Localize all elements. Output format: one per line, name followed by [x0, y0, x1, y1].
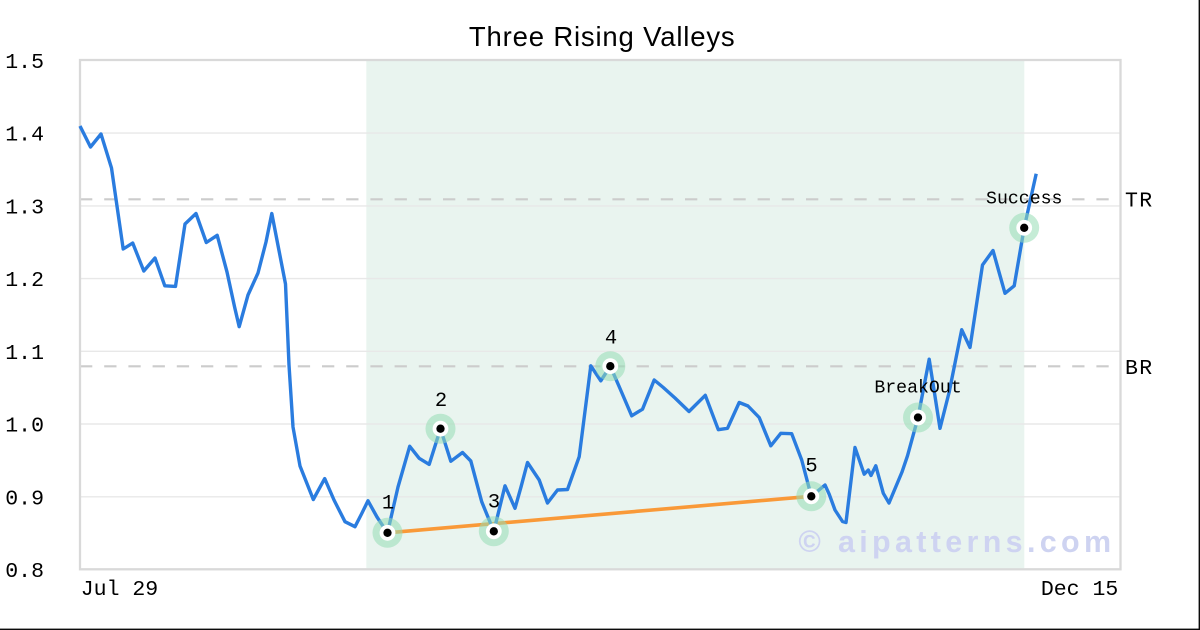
svg-text:BR: BR	[1125, 357, 1154, 381]
svg-text:3: 3	[488, 492, 500, 515]
svg-text:TR: TR	[1125, 189, 1154, 213]
svg-text:1: 1	[382, 492, 394, 515]
svg-text:1.5: 1.5	[5, 51, 44, 75]
svg-text:Success: Success	[986, 189, 1062, 209]
svg-text:1.0: 1.0	[5, 415, 44, 439]
svg-text:1.3: 1.3	[5, 197, 44, 221]
svg-text:Jul 29: Jul 29	[81, 578, 158, 602]
svg-text:Dec 15: Dec 15	[1041, 578, 1118, 602]
svg-text:0.9: 0.9	[5, 487, 44, 511]
svg-text:BreakOut: BreakOut	[874, 379, 961, 399]
svg-text:1.4: 1.4	[5, 124, 44, 148]
svg-text:2: 2	[435, 390, 447, 413]
svg-text:1.2: 1.2	[5, 269, 44, 293]
svg-text:1.1: 1.1	[5, 342, 44, 366]
svg-text:5: 5	[805, 456, 817, 479]
svg-text:0.8: 0.8	[5, 560, 44, 584]
svg-text:© aipatterns.com: © aipatterns.com	[798, 525, 1115, 559]
svg-text:Three Rising Valleys: Three Rising Valleys	[469, 21, 736, 52]
svg-text:4: 4	[605, 327, 617, 350]
